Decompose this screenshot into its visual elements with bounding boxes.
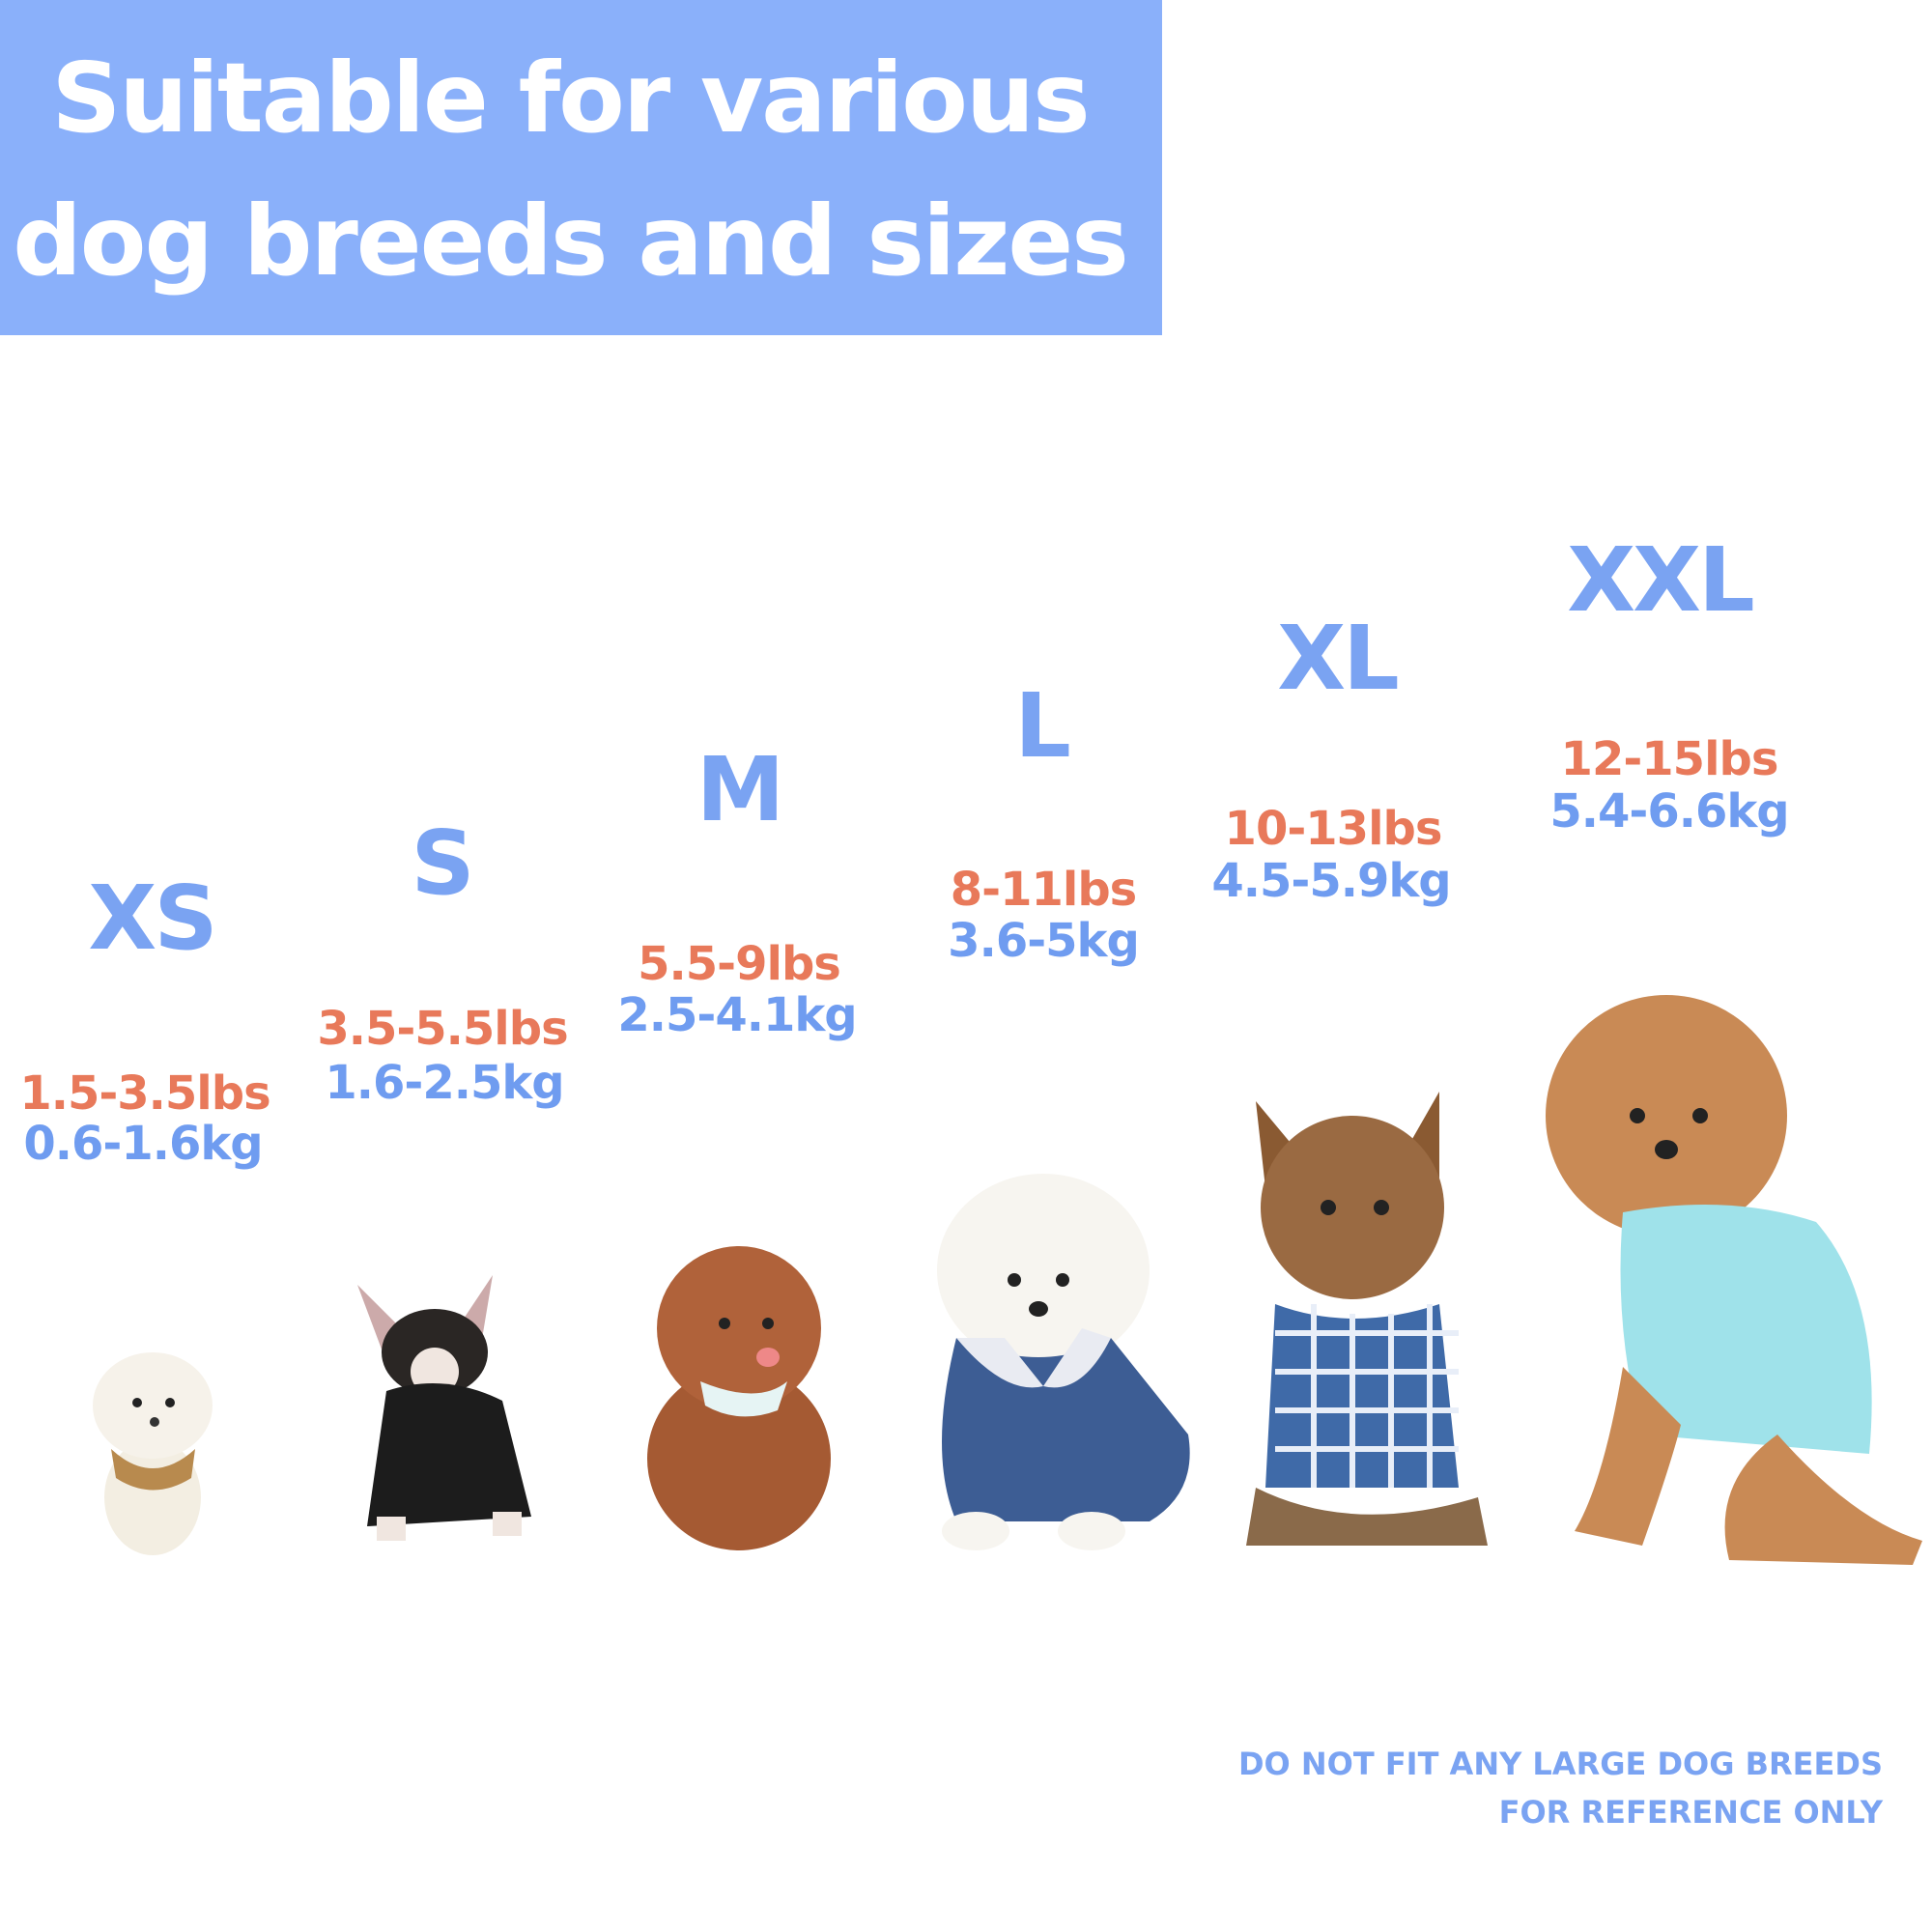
title-line-2: dog breeds and sizes [13, 185, 1129, 298]
xxl-dog-image [1546, 995, 1922, 1565]
weight-kg-s: 1.6-2.5kg [325, 1056, 564, 1110]
weight-kg-m: 2.5-4.1kg [617, 988, 857, 1042]
weight-kg-l: 3.6-5kg [948, 914, 1140, 968]
weight-lbs-m: 5.5-9lbs [638, 937, 841, 991]
weight-lbs-l: 8-11lbs [950, 863, 1137, 917]
size-label-xs: XS [88, 867, 217, 970]
size-label-xxl: XXL [1567, 528, 1754, 632]
m-dog-image [647, 1246, 831, 1550]
disclaimer-line-2: FOR REFERENCE ONLY [1498, 1794, 1883, 1831]
weight-kg-xl: 4.5-5.9kg [1211, 854, 1451, 908]
disclaimer-line-1: DO NOT FIT ANY LARGE DOG BREEDS [1237, 1746, 1883, 1782]
size-label-m: M [696, 738, 785, 841]
size-label-xl: XL [1277, 607, 1400, 710]
title-line-1: Suitable for various [51, 42, 1090, 155]
weight-kg-xs: 0.6-1.6kg [23, 1117, 263, 1171]
weight-lbs-xl: 10-13lbs [1224, 802, 1443, 856]
xs-dog-image [93, 1352, 213, 1555]
size-label-s: S [411, 811, 474, 915]
size-label-l: L [1014, 674, 1071, 778]
weight-lbs-xxl: 12-15lbs [1560, 732, 1779, 786]
weight-lbs-xs: 1.5-3.5lbs [19, 1066, 270, 1121]
weight-lbs-s: 3.5-5.5lbs [317, 1002, 568, 1056]
title-banner: Suitable for various dog breeds and size… [0, 0, 1162, 335]
xl-dog-image [1246, 1092, 1488, 1546]
weight-kg-xxl: 5.4-6.6kg [1549, 784, 1789, 838]
s-dog-image [357, 1275, 531, 1541]
l-dog-image [937, 1174, 1190, 1550]
